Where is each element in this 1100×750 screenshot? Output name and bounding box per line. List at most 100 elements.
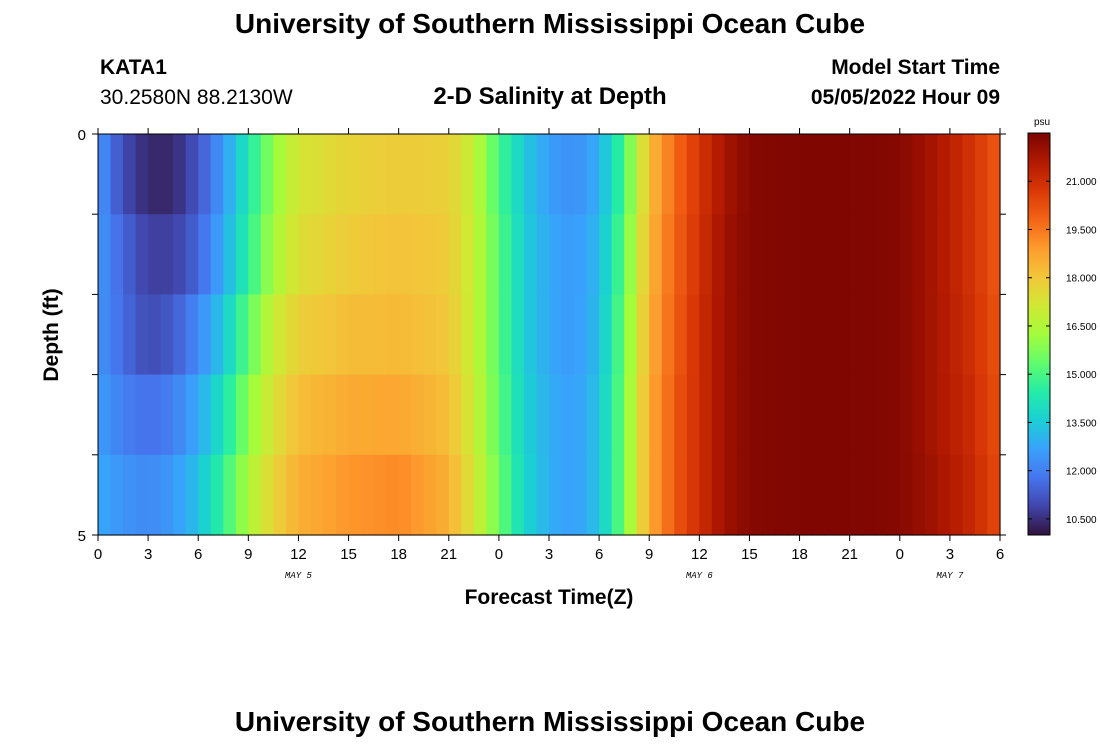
heatmap-cell [298, 294, 312, 376]
heatmap-cell [912, 134, 926, 215]
footer-title: University of Southern Mississippi Ocean… [234, 706, 866, 737]
heatmap-cell [987, 134, 1001, 215]
heatmap-cell [348, 214, 362, 295]
heatmap-cell [511, 294, 525, 376]
heatmap-cell [198, 134, 212, 215]
heatmap-cell [862, 294, 876, 376]
colorbar-tick-label: 19.500 [1066, 225, 1097, 236]
heatmap-cell [511, 374, 525, 456]
heatmap-cell [148, 374, 162, 456]
heatmap-cell [849, 374, 863, 456]
heatmap-cell [123, 294, 137, 376]
x-tick-label: 3 [946, 546, 954, 563]
heatmap-cell [423, 294, 437, 376]
heatmap-cell [974, 214, 989, 295]
heatmap-cell [310, 374, 325, 456]
heatmap-cell [974, 134, 989, 215]
heatmap-cell [486, 454, 500, 536]
heatmap-cell [511, 454, 525, 536]
heatmap-cell [285, 294, 300, 376]
y-axis-title: Depth (ft) [40, 288, 63, 381]
heatmap-cell [386, 214, 400, 295]
heatmap-cell [636, 214, 650, 295]
heatmap-cell [523, 374, 538, 456]
heatmap-cell [411, 374, 425, 456]
heatmap-cell [599, 294, 613, 376]
heatmap-cell [461, 214, 475, 295]
heatmap-cell [724, 134, 738, 215]
heatmap-cell [574, 454, 588, 536]
model-start-value: 05/05/2022 Hour 09 [810, 86, 1000, 109]
colorbar-tick-label: 15.000 [1066, 370, 1097, 381]
heatmap-cell [787, 454, 801, 536]
heatmap-cell [799, 214, 813, 295]
heatmap-cell [398, 214, 412, 295]
heatmap-cell [336, 454, 350, 536]
heatmap-cell [549, 134, 563, 215]
heatmap-cell [549, 374, 563, 456]
heatmap-cell [398, 134, 412, 215]
heatmap-cell [336, 214, 350, 295]
heatmap-cell [336, 374, 350, 456]
heatmap-cell [173, 214, 187, 295]
heatmap-cell [348, 454, 362, 536]
heatmap-cell [787, 294, 801, 376]
heatmap-cell [323, 294, 337, 376]
x-tick-label: 6 [595, 546, 603, 563]
heatmap-cell [962, 374, 976, 456]
heatmap-cell [736, 374, 751, 456]
heatmap-cell [486, 374, 500, 456]
x-tick-label: 9 [244, 546, 252, 563]
heatmap-cell [674, 374, 688, 456]
heatmap-cell [461, 294, 475, 376]
heatmap-cell [611, 374, 625, 456]
heatmap-cell [812, 214, 826, 295]
heatmap-cell [899, 374, 913, 456]
heatmap-cell [686, 374, 700, 456]
heatmap-cell [486, 214, 500, 295]
heatmap-cell [123, 214, 137, 295]
heatmap-cell [210, 214, 224, 295]
heatmap-cell [661, 454, 675, 536]
day-label: MAY 6 [686, 571, 714, 581]
model-start-label: Model Start Time [831, 56, 1000, 79]
heatmap-cell [285, 134, 300, 215]
heatmap-cell [649, 134, 663, 215]
heatmap-cell [398, 294, 412, 376]
heatmap-cell [298, 454, 312, 536]
heatmap-cell [824, 374, 838, 456]
heatmap-cell [536, 454, 550, 536]
heatmap-cell [987, 374, 1001, 456]
heatmap-cell [285, 374, 300, 456]
heatmap-cell [937, 134, 951, 215]
heatmap-cell [160, 214, 174, 295]
heatmap-cell [523, 134, 538, 215]
heatmap-cell [98, 294, 112, 376]
heatmap-cell [774, 374, 788, 456]
heatmap-cell [899, 214, 913, 295]
heatmap-cell [361, 214, 375, 295]
heatmap-cell [361, 454, 375, 536]
heatmap-cell [611, 454, 625, 536]
heatmap-cell [686, 454, 700, 536]
heatmap-cell [862, 374, 876, 456]
colorbar-tick-label: 13.500 [1066, 418, 1097, 429]
heatmap-cell [711, 454, 725, 536]
heatmap-cell [949, 294, 964, 376]
heatmap-cell [298, 134, 312, 215]
heatmap-cell [135, 374, 149, 456]
heatmap-cell [436, 374, 450, 456]
heatmap-cell [862, 134, 876, 215]
heatmap-cell [423, 134, 437, 215]
x-tick-label: 18 [390, 546, 407, 563]
x-tick-label: 15 [741, 546, 758, 563]
heatmap-cell [536, 214, 550, 295]
heatmap-cell [148, 454, 162, 536]
heatmap-cell [536, 294, 550, 376]
heatmap-cell [398, 454, 412, 536]
heatmap-cell [323, 454, 337, 536]
day-label: MAY 7 [936, 571, 964, 581]
heatmap-cell [185, 134, 199, 215]
heatmap-cell [874, 374, 888, 456]
heatmap-cell [686, 214, 700, 295]
